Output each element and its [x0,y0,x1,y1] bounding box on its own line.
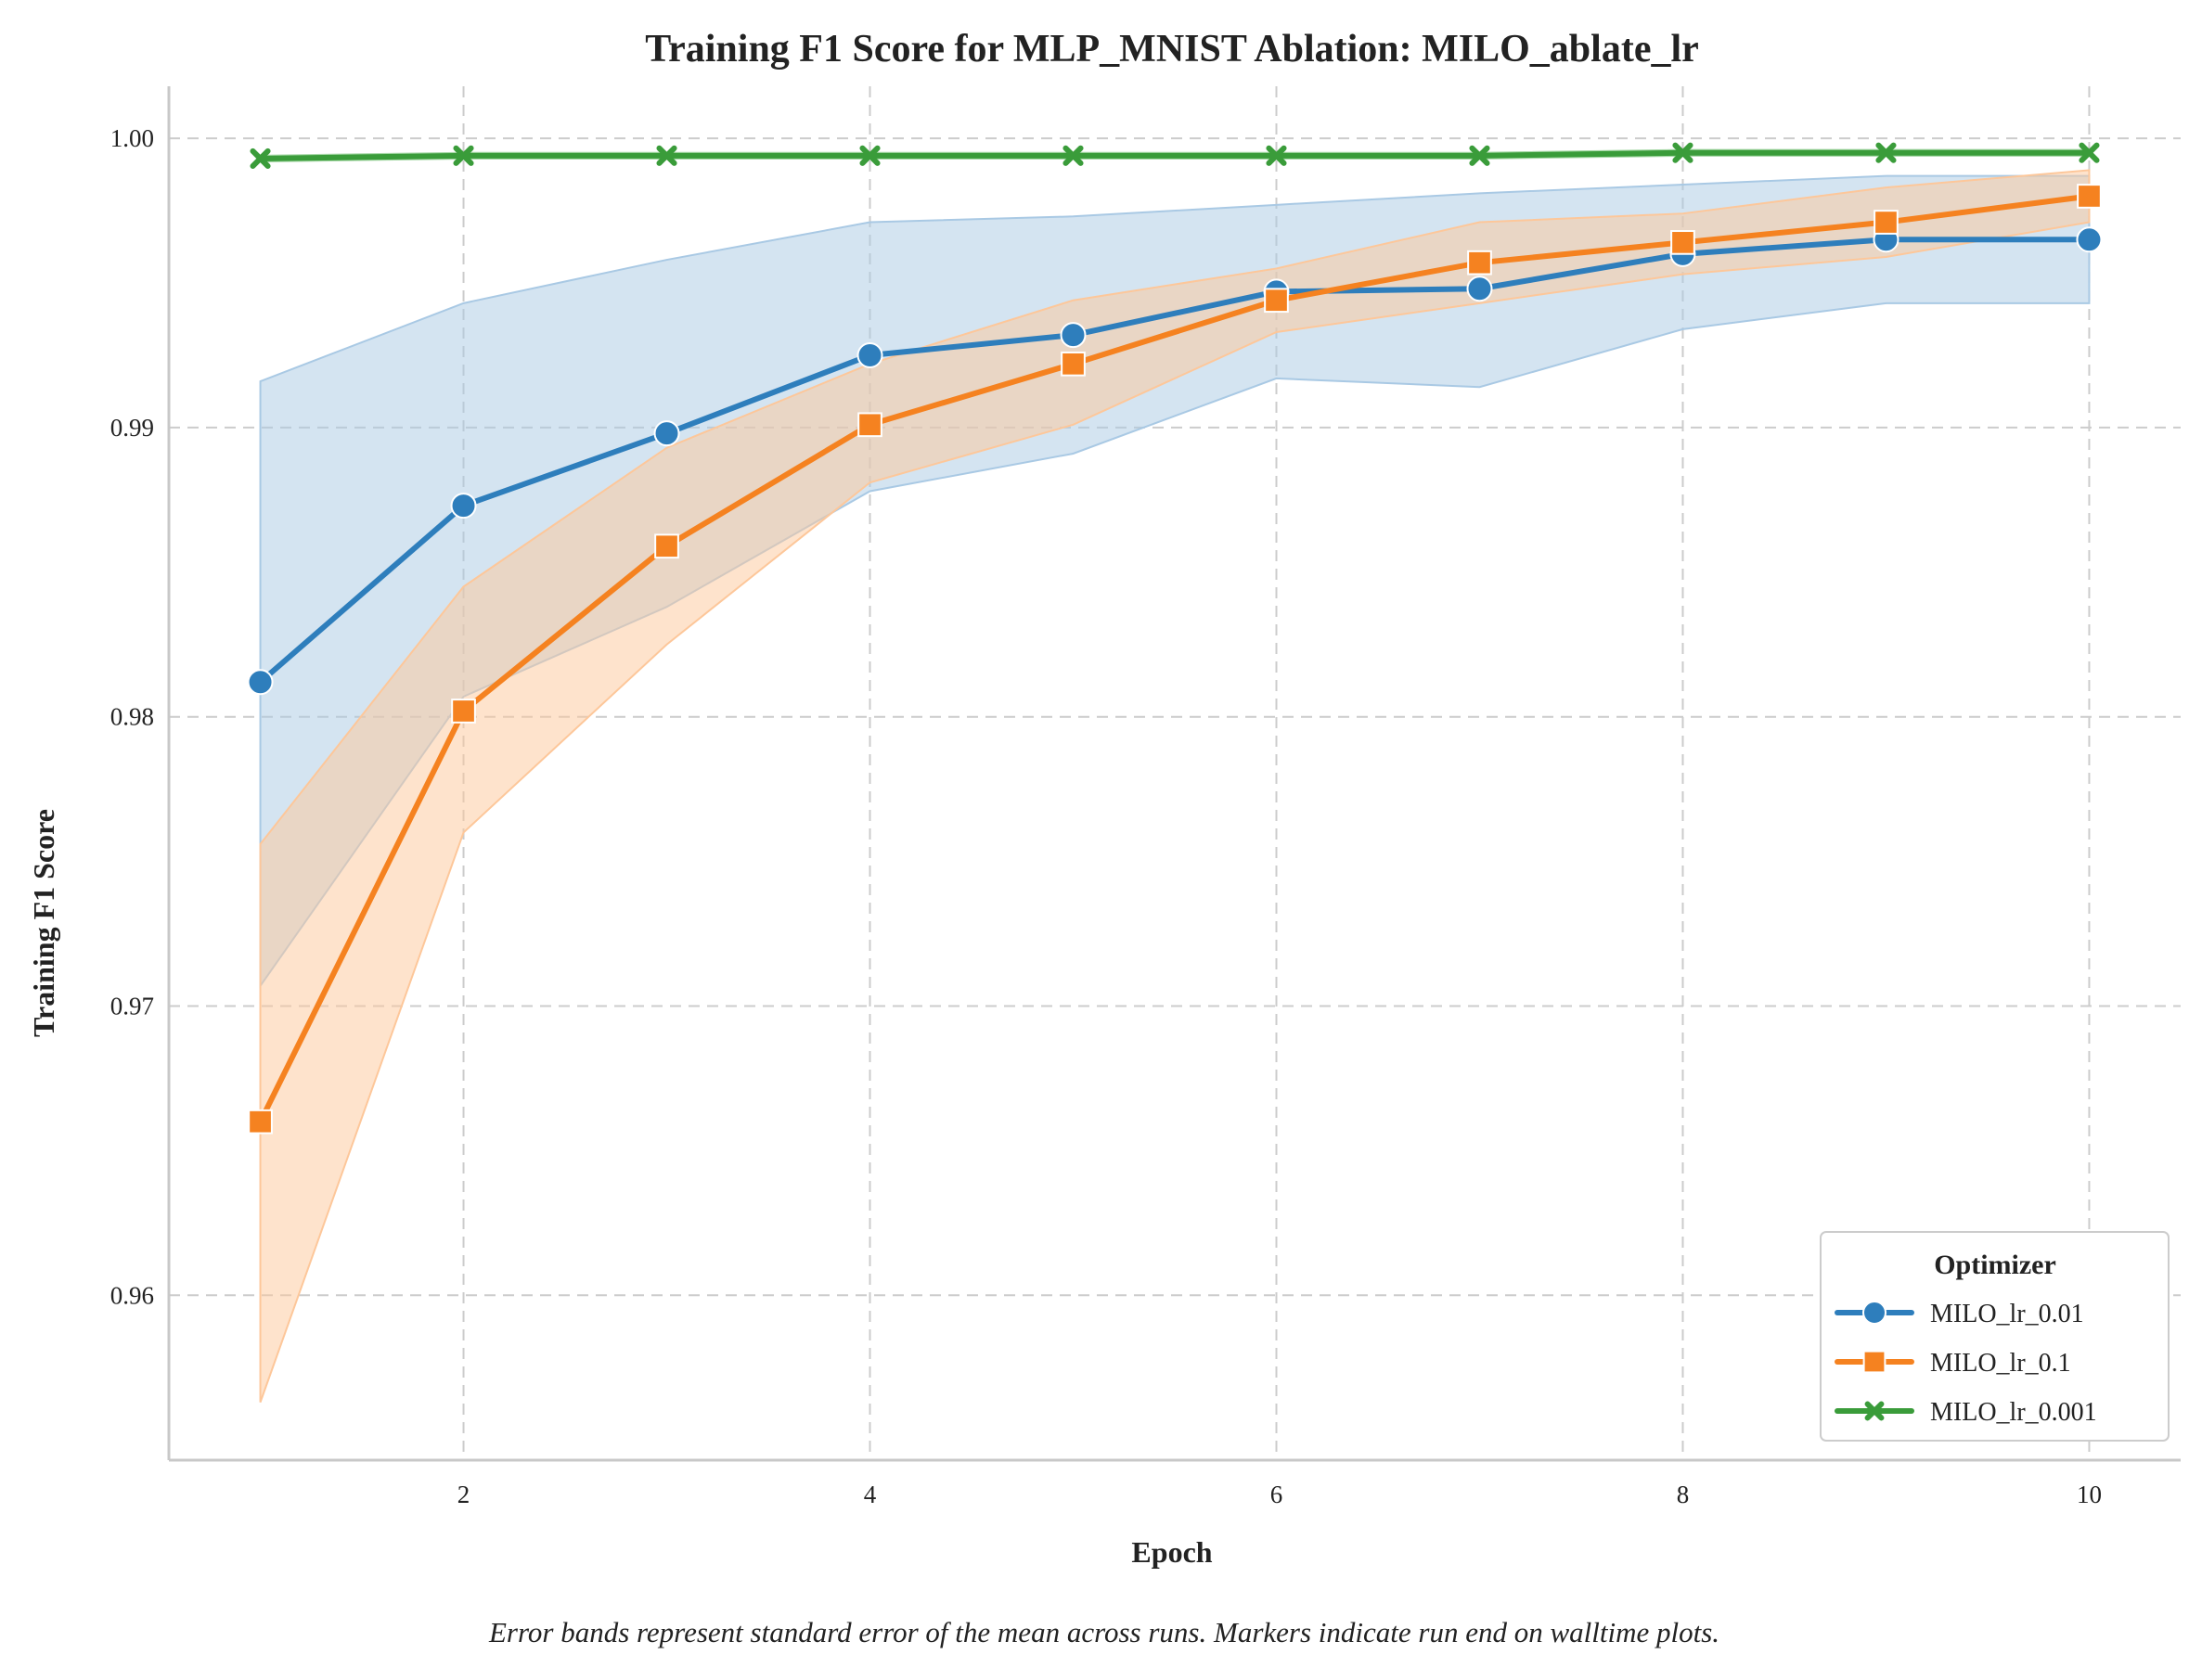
data-point [451,699,476,724]
x-tick-label: 2 [457,1481,470,1508]
data-point [248,1109,273,1135]
x-axis-label: Epoch [1131,1535,1212,1569]
legend-title: Optimizer [1934,1250,2056,1280]
x-tick-label: 8 [1677,1481,1690,1508]
data-point [856,341,883,368]
x-tick-label: 4 [864,1481,877,1508]
data-point [2076,226,2103,253]
legend-label: MILO_lr_0.001 [1930,1398,2097,1427]
data-point [859,145,881,166]
data-point [1467,250,1492,276]
series-line [257,193,2093,1125]
data-point [2077,184,2102,209]
data-point [250,147,271,170]
y-tick-label: 0.96 [110,1281,154,1309]
series-line-layer [257,149,2093,1125]
data-point [1466,276,1493,302]
footnote: Error bands represent standard error of … [488,1616,1719,1648]
series-line [257,237,2093,686]
marker-layer [247,142,2103,1135]
data-point [1670,230,1695,255]
y-tick-label: 0.97 [110,992,154,1020]
data-point [1266,145,1287,166]
data-point [857,412,882,438]
y-tick-label: 1.00 [110,124,154,152]
data-point [1672,142,1693,163]
data-point [1060,322,1087,349]
data-point [2079,142,2100,163]
data-point [1874,210,1899,235]
legend-label: MILO_lr_0.1 [1930,1349,2071,1378]
legend-box [1820,1231,2170,1442]
x-tick-label: 6 [1270,1481,1283,1508]
data-point [653,420,680,447]
x-tick-label: 10 [2077,1481,2102,1508]
legend-label: MILO_lr_0.01 [1930,1300,2084,1328]
data-point [654,533,679,559]
data-point [247,669,274,696]
data-point [1862,1301,1887,1325]
y-tick-label: 0.98 [110,703,154,731]
data-point [656,145,677,166]
data-point [453,145,474,166]
tick-label-layer: 2 4 6 8 10 0.96 0.97 0.98 0.99 1.00 [110,124,2102,1508]
data-point [450,493,477,519]
data-point [1864,1401,1885,1421]
error-band [259,169,2091,1403]
data-point [1264,288,1289,314]
data-point [1862,1350,1887,1374]
data-point [1469,145,1490,166]
legend: Optimizer MILO_lr_0.01MILO_lr_0.1MILO_lr… [1820,1231,2170,1442]
series-line [257,149,2093,161]
legend-items: MILO_lr_0.01 MILO_lr_0.1 MILO_lr_0.001 [1835,1300,2097,1427]
data-point [1061,351,1086,377]
y-tick-label: 0.99 [110,414,154,442]
y-axis-label: Training F1 Score [27,809,60,1037]
chart-title: Training F1 Score for MLP_MNIST Ablation… [645,28,1699,71]
axis-layer [167,86,2181,1462]
data-point [1062,145,1084,166]
data-point [1875,142,1897,163]
